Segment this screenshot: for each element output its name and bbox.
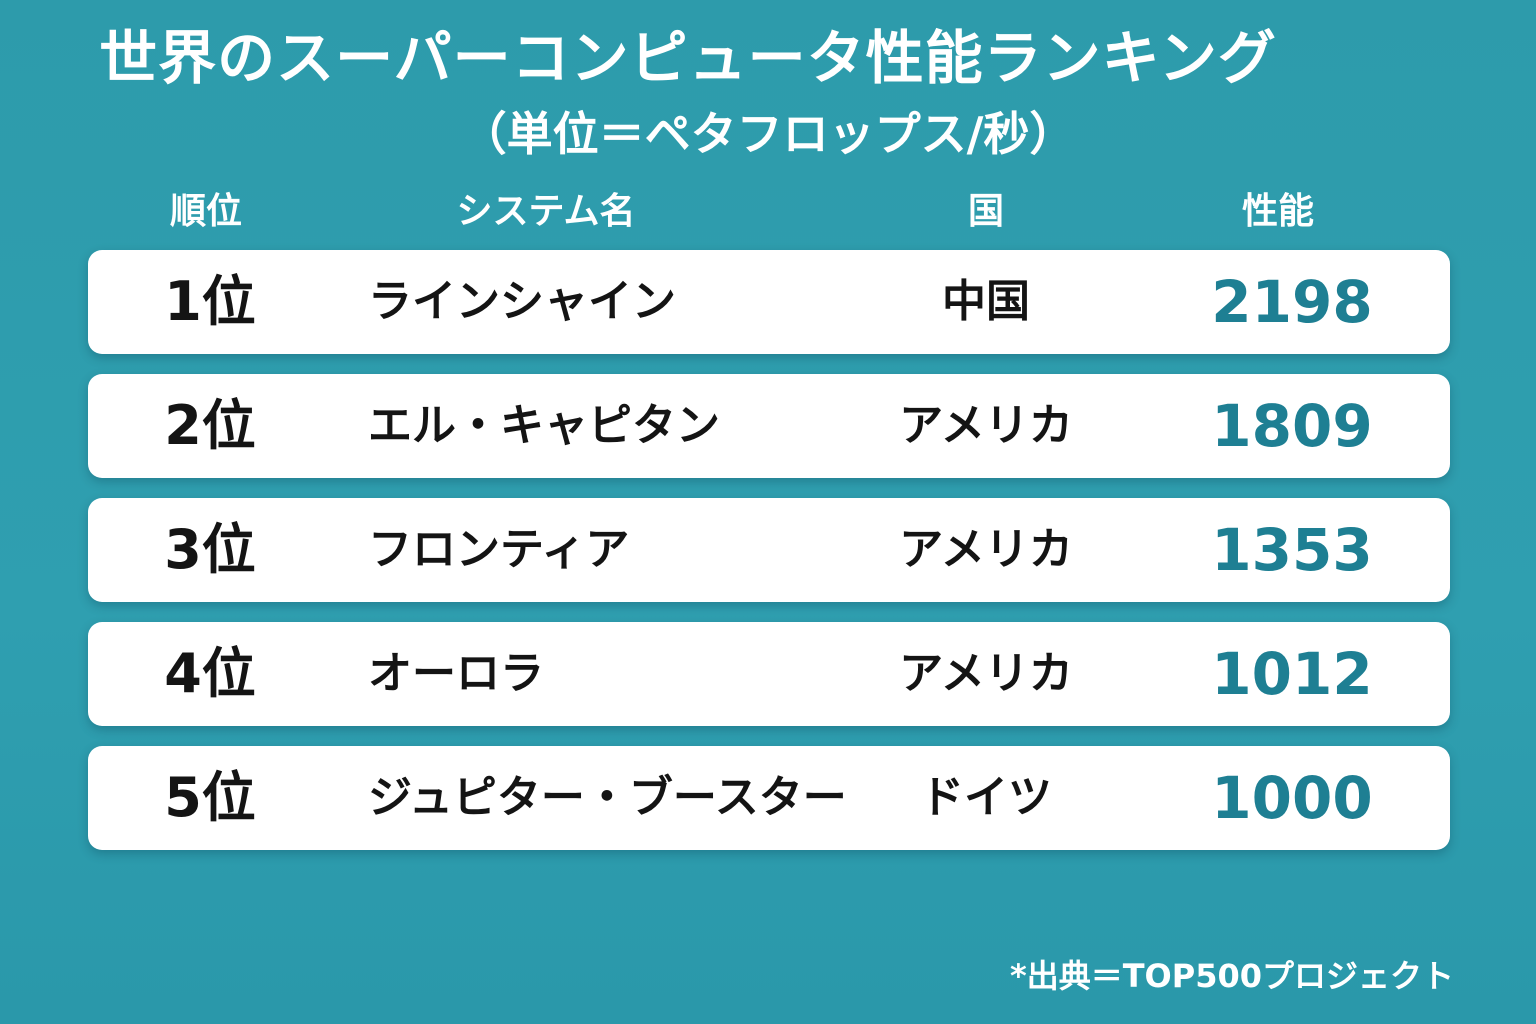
- performance-cell: 2198: [1211, 268, 1373, 336]
- system-name-cell: ラインシャイン: [368, 276, 676, 327]
- header-rank: 順位: [169, 191, 243, 232]
- chart-subtitle: （単位＝ペタフロップス/秒）: [460, 107, 1076, 161]
- system-name-cell: フロンティア: [368, 524, 630, 575]
- table-row: 2位 エル・キャピタン アメリカ 1809: [88, 374, 1450, 478]
- system-name-cell: ジュピター・ブースター: [368, 772, 847, 823]
- country-cell: アメリカ: [899, 524, 1073, 575]
- source-note: *出典＝TOP500プロジェクト: [1009, 957, 1454, 995]
- performance-cell: 1000: [1211, 764, 1373, 832]
- header-country: 国: [967, 191, 1005, 232]
- table-row: 3位 フロンティア アメリカ 1353: [88, 498, 1450, 602]
- system-name-cell: オーロラ: [368, 648, 544, 699]
- table-row: 4位 オーロラ アメリカ 1012: [88, 622, 1450, 726]
- chart-title-text: 世界のスーパーコンピュータ性能ランキング: [99, 24, 1277, 92]
- header-system-name: システム名: [456, 191, 636, 232]
- performance-cell: 1353: [1211, 516, 1373, 584]
- performance-cell: 1012: [1211, 640, 1373, 708]
- table-row: 5位 ジュピター・ブースター ドイツ 1000: [88, 746, 1450, 850]
- country-cell: 中国: [942, 276, 1030, 327]
- table-row: 1位 ラインシャイン 中国 2198: [88, 250, 1450, 354]
- table-header: 順位 システム名 国 性能: [0, 184, 1536, 240]
- performance-cell: 1809: [1211, 392, 1373, 460]
- rank-cell: 1位: [164, 270, 256, 333]
- system-name-cell: エル・キャピタン: [368, 400, 720, 451]
- rank-cell: 2位: [164, 394, 256, 457]
- chart-title: 世界のスーパーコンピュータ性能ランキング: [0, 22, 1536, 94]
- country-cell: アメリカ: [899, 648, 1073, 699]
- rank-cell: 4位: [164, 642, 256, 705]
- rank-cell: 5位: [164, 766, 256, 829]
- ranking-table: 1位 ラインシャイン 中国 2198 2位 エル・キャピタン アメリカ 1809…: [88, 250, 1450, 870]
- country-cell: ドイツ: [920, 772, 1052, 823]
- country-cell: アメリカ: [899, 400, 1073, 451]
- rank-cell: 3位: [164, 518, 256, 581]
- header-performance: 性能: [1241, 191, 1315, 232]
